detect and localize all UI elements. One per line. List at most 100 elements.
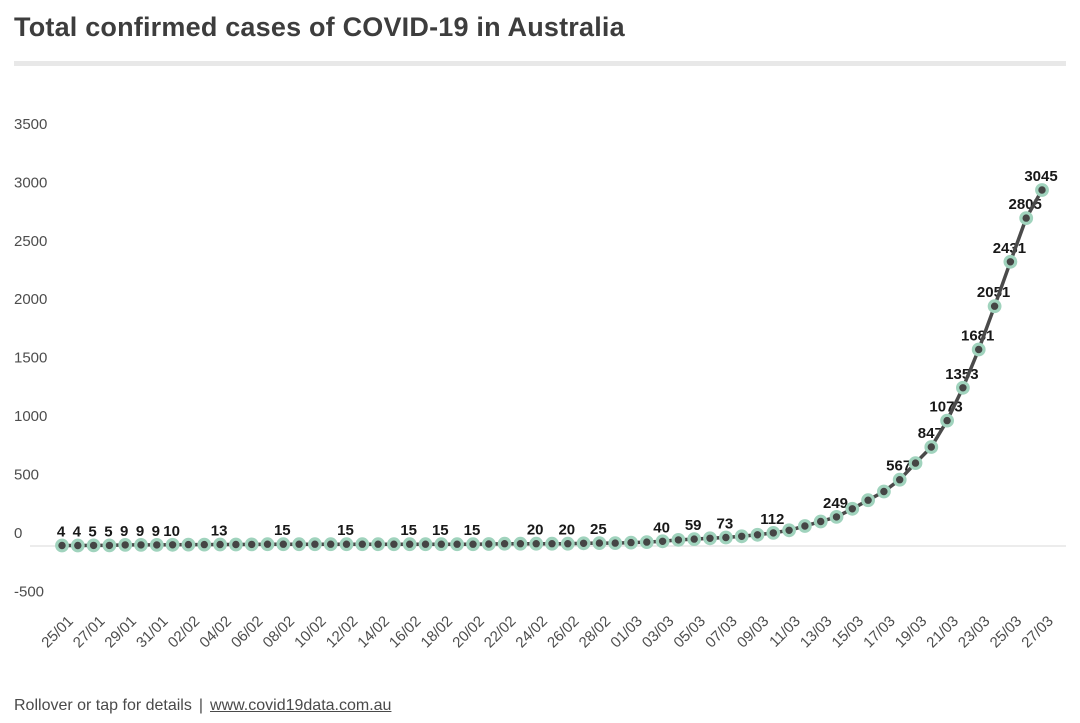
data-point[interactable]	[719, 530, 733, 545]
data-point[interactable]	[308, 537, 322, 552]
y-axis-tick-label: 3000	[14, 174, 47, 191]
data-point[interactable]	[1003, 254, 1018, 269]
data-point[interactable]	[86, 538, 101, 553]
y-axis-tick-label: 3500	[14, 116, 47, 133]
data-point[interactable]	[592, 536, 607, 550]
x-axis-tick-label: 05/03	[670, 613, 709, 652]
x-axis-tick-label: 08/02	[260, 613, 299, 652]
data-point[interactable]	[513, 536, 528, 551]
data-point[interactable]	[1035, 183, 1049, 197]
x-axis-tick-label: 21/03	[923, 613, 962, 652]
y-axis-tick-label: 500	[14, 467, 39, 484]
data-point[interactable]	[355, 537, 370, 552]
data-point[interactable]	[829, 510, 844, 524]
data-point[interactable]	[339, 537, 354, 552]
data-point[interactable]	[70, 538, 85, 553]
data-point[interactable]	[55, 538, 69, 553]
value-label: 20	[558, 522, 575, 539]
data-point[interactable]	[228, 537, 243, 552]
footer-link[interactable]: www.covid19data.com.au	[210, 697, 392, 714]
value-label: 15	[274, 522, 291, 539]
value-label: 15	[337, 522, 354, 539]
data-point[interactable]	[624, 535, 638, 550]
data-point[interactable]	[766, 526, 781, 540]
data-point[interactable]	[323, 537, 338, 552]
data-point[interactable]	[861, 493, 875, 508]
data-point[interactable]	[703, 531, 717, 546]
data-point[interactable]	[798, 519, 812, 533]
data-point[interactable]	[750, 527, 765, 542]
data-point[interactable]	[639, 535, 654, 549]
data-point[interactable]	[244, 537, 259, 552]
x-axis-tick-label: 02/02	[165, 613, 204, 652]
data-point[interactable]	[956, 380, 970, 395]
value-label: 249	[823, 495, 848, 512]
data-point[interactable]	[134, 538, 148, 552]
data-point[interactable]	[118, 538, 133, 552]
data-point[interactable]	[987, 299, 1002, 314]
data-point[interactable]	[877, 484, 891, 499]
y-axis-tick-label: 2000	[14, 291, 47, 308]
data-point[interactable]	[481, 537, 496, 551]
x-axis-tick-label: 20/02	[449, 613, 488, 652]
data-point[interactable]	[687, 532, 702, 546]
value-label: 4	[73, 524, 82, 541]
data-point[interactable]	[892, 472, 907, 487]
chart-title: Total confirmed cases of COVID-19 in Aus…	[14, 12, 625, 42]
data-point[interactable]	[102, 538, 117, 553]
data-point[interactable]	[497, 536, 512, 551]
data-point[interactable]	[1019, 211, 1034, 226]
data-point[interactable]	[782, 523, 796, 538]
data-point[interactable]	[924, 440, 939, 454]
x-axis-tick-label: 26/02	[544, 613, 583, 652]
data-point[interactable]	[292, 537, 307, 552]
value-label: 13	[211, 523, 228, 540]
footer-hint: Rollover or tap for details	[14, 697, 192, 714]
x-axis-tick-label: 19/03	[892, 613, 931, 652]
x-axis-tick-label: 16/02	[386, 613, 425, 652]
data-point[interactable]	[197, 537, 212, 552]
series-line	[60, 188, 1044, 548]
data-point[interactable]	[181, 537, 196, 552]
x-axis-tick-label: 29/01	[101, 613, 140, 652]
data-point[interactable]	[418, 537, 433, 552]
value-label: 9	[152, 523, 160, 540]
x-axis-tick-label: 03/03	[639, 613, 678, 652]
data-point[interactable]	[608, 536, 623, 550]
data-point[interactable]	[671, 533, 686, 547]
data-point[interactable]	[813, 514, 828, 529]
value-label: 20	[527, 522, 544, 539]
data-point[interactable]	[213, 537, 228, 552]
data-point[interactable]	[466, 537, 480, 552]
data-point[interactable]	[655, 534, 670, 549]
data-point[interactable]	[260, 537, 275, 552]
x-axis-tick-label: 24/02	[512, 613, 551, 652]
data-point[interactable]	[734, 529, 749, 544]
data-point[interactable]	[971, 342, 986, 357]
data-point[interactable]	[545, 536, 559, 551]
data-point[interactable]	[560, 536, 575, 551]
data-point[interactable]	[387, 537, 401, 552]
data-point[interactable]	[165, 537, 180, 552]
value-label: 567	[886, 458, 911, 475]
chart-footer: Rollover or tap for details | www.covid19d…	[14, 697, 391, 715]
data-point[interactable]	[276, 537, 291, 552]
value-label: 2431	[993, 240, 1026, 257]
y-axis-tick-label: 1000	[14, 408, 47, 425]
data-point[interactable]	[434, 537, 449, 552]
value-label: 73	[717, 516, 734, 533]
data-point[interactable]	[576, 536, 591, 551]
data-point[interactable]	[371, 537, 386, 552]
data-point[interactable]	[450, 537, 465, 552]
x-axis-tick-label: 10/02	[291, 613, 330, 652]
data-point[interactable]	[402, 537, 417, 552]
data-point[interactable]	[845, 501, 860, 516]
data-point[interactable]	[940, 413, 954, 428]
data-point[interactable]	[908, 456, 923, 471]
x-axis-tick-label: 06/02	[228, 613, 267, 652]
data-point[interactable]	[529, 536, 544, 551]
data-point[interactable]	[149, 538, 164, 552]
value-label: 4	[57, 524, 66, 541]
x-axis-tick-label: 27/01	[70, 613, 109, 652]
x-axis-tick-label: 07/03	[702, 613, 741, 652]
